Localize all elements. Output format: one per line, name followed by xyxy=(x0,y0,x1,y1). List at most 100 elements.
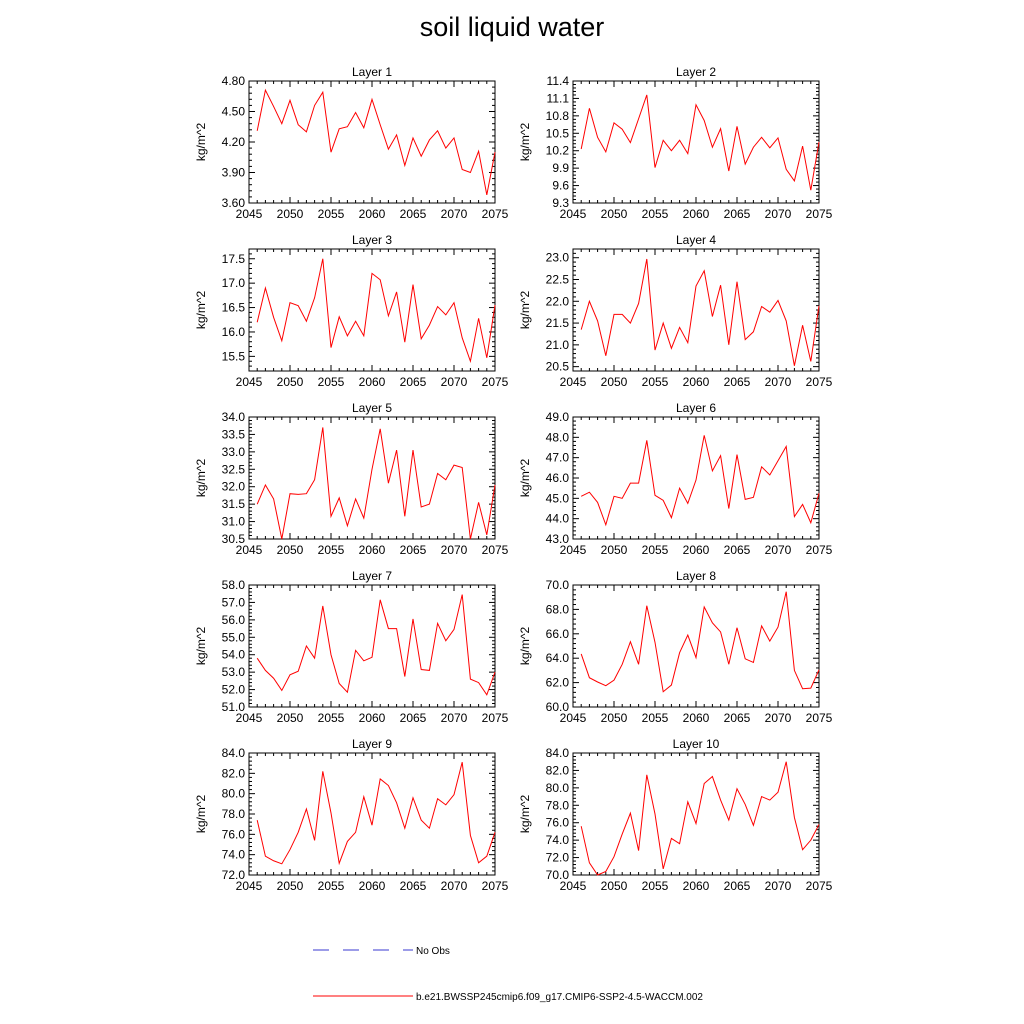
y-tick-label: 4.80 xyxy=(222,74,246,88)
x-tick-label: 2055 xyxy=(642,711,669,725)
y-tick-label: 82.0 xyxy=(222,766,246,780)
x-tick-label: 2070 xyxy=(441,375,468,389)
x-tick-label: 2050 xyxy=(277,207,304,221)
y-tick-label: 76.0 xyxy=(222,827,246,841)
x-tick-label: 2045 xyxy=(560,711,587,725)
y-tick-label: 72.0 xyxy=(546,851,570,865)
x-tick-label: 2070 xyxy=(765,879,792,893)
plot-frame xyxy=(572,80,820,204)
x-tick-label: 2055 xyxy=(318,879,345,893)
y-tick-label: 32.5 xyxy=(222,462,246,476)
y-tick-label: 76.0 xyxy=(546,816,570,830)
panel-title: Layer 9 xyxy=(352,737,392,751)
panel-title: Layer 7 xyxy=(352,569,392,583)
x-tick-label: 2045 xyxy=(560,375,587,389)
y-axis-label: kg/m^2 xyxy=(194,291,208,330)
plot-frame xyxy=(572,752,820,876)
x-tick-label: 2070 xyxy=(441,711,468,725)
y-axis-label: kg/m^2 xyxy=(194,123,208,162)
panel-7: Layer 7 kg/m^2 2045 2050 2055 2060 2065 2070 207… xyxy=(194,569,509,725)
series-line xyxy=(580,435,820,527)
x-tick-label: 2050 xyxy=(601,879,628,893)
x-tick-label: 2060 xyxy=(683,375,710,389)
y-tick-label: 4.20 xyxy=(222,135,246,149)
x-tick-label: 2045 xyxy=(560,879,587,893)
y-tick-label: 44.0 xyxy=(546,512,570,526)
y-tick-label: 66.0 xyxy=(546,627,570,641)
x-tick-label: 2075 xyxy=(482,375,509,389)
x-tick-label: 2060 xyxy=(359,207,386,221)
panel-title: Layer 8 xyxy=(676,569,716,583)
x-tick-label: 2055 xyxy=(642,375,669,389)
x-tick-label: 2055 xyxy=(642,543,669,557)
x-tick-label: 2050 xyxy=(601,543,628,557)
x-tick-label: 2060 xyxy=(359,375,386,389)
x-tick-label: 2060 xyxy=(683,543,710,557)
x-tick-label: 2070 xyxy=(441,879,468,893)
x-tick-label: 2060 xyxy=(683,207,710,221)
x-tick-label: 2065 xyxy=(724,375,751,389)
y-tick-label: 64.0 xyxy=(546,651,570,665)
x-tick-label: 2075 xyxy=(806,207,833,221)
y-tick-label: 51.0 xyxy=(222,700,246,714)
y-tick-label: 43.0 xyxy=(546,532,570,546)
x-tick-label: 2055 xyxy=(318,543,345,557)
x-tick-label: 2065 xyxy=(400,207,427,221)
series-line xyxy=(580,258,820,366)
y-tick-label: 78.0 xyxy=(546,798,570,812)
y-tick-label: 11.4 xyxy=(547,74,570,88)
panel-2: Layer 2 kg/m^2 2045 2050 2055 2060 2065 2070 207… xyxy=(518,65,833,221)
y-tick-label: 57.0 xyxy=(222,595,246,609)
x-tick-label: 2075 xyxy=(806,711,833,725)
y-axis-label: kg/m^2 xyxy=(518,627,532,666)
y-tick-label: 3.90 xyxy=(222,166,246,180)
y-tick-label: 80.0 xyxy=(222,787,246,801)
x-tick-label: 2060 xyxy=(683,711,710,725)
y-tick-label: 62.0 xyxy=(546,676,570,690)
y-tick-label: 3.60 xyxy=(222,196,246,210)
y-tick-label: 45.0 xyxy=(546,491,570,505)
y-tick-label: 68.0 xyxy=(546,602,570,616)
y-tick-label: 9.3 xyxy=(552,196,569,210)
y-tick-label: 53.0 xyxy=(222,665,246,679)
series-line xyxy=(256,762,496,866)
x-tick-label: 2050 xyxy=(277,543,304,557)
y-tick-label: 52.0 xyxy=(222,683,246,697)
x-tick-label: 2060 xyxy=(359,711,386,725)
plot-frame xyxy=(572,584,820,708)
y-tick-label: 55.0 xyxy=(222,630,246,644)
panel-title: Layer 4 xyxy=(676,233,716,247)
panel-4: Layer 4 kg/m^2 2045 2050 2055 2060 2065 2070 207… xyxy=(518,233,833,389)
x-tick-label: 2055 xyxy=(318,375,345,389)
plot-frame xyxy=(248,416,496,540)
panel-5: Layer 5 kg/m^2 2045 2050 2055 2060 2065 2070 207… xyxy=(194,401,509,557)
x-tick-label: 2050 xyxy=(277,879,304,893)
y-tick-label: 32.0 xyxy=(222,480,246,494)
y-axis-label: kg/m^2 xyxy=(194,459,208,498)
x-tick-label: 2065 xyxy=(400,711,427,725)
y-tick-label: 54.0 xyxy=(222,648,246,662)
x-tick-label: 2075 xyxy=(482,207,509,221)
page-title: soil liquid water xyxy=(419,12,605,42)
series-line xyxy=(256,594,496,696)
x-tick-label: 2055 xyxy=(318,207,345,221)
x-tick-label: 2060 xyxy=(359,543,386,557)
y-tick-label: 21.5 xyxy=(546,316,570,330)
y-tick-label: 48.0 xyxy=(546,430,570,444)
y-tick-label: 80.0 xyxy=(546,781,570,795)
y-tick-label: 20.5 xyxy=(546,360,570,374)
x-tick-label: 2065 xyxy=(724,207,751,221)
y-tick-label: 9.9 xyxy=(552,161,569,175)
y-tick-label: 22.5 xyxy=(546,273,570,287)
x-tick-label: 2045 xyxy=(236,207,263,221)
x-tick-label: 2070 xyxy=(765,543,792,557)
panel-3: Layer 3 kg/m^2 2045 2050 2055 2060 2065 2070 207… xyxy=(194,233,509,389)
x-tick-label: 2075 xyxy=(806,375,833,389)
y-tick-label: 30.5 xyxy=(222,532,246,546)
x-tick-label: 2050 xyxy=(277,375,304,389)
y-axis-label: kg/m^2 xyxy=(194,627,208,666)
panel-9: Layer 9 kg/m^2 2045 2050 2055 2060 2065 2070 207… xyxy=(194,737,509,893)
x-tick-label: 2075 xyxy=(482,879,509,893)
legend: No Obs b.e21.BWSSP245cmip6.f09_g17.CMIP6-… xyxy=(313,946,703,1003)
y-tick-label: 31.5 xyxy=(222,497,246,511)
